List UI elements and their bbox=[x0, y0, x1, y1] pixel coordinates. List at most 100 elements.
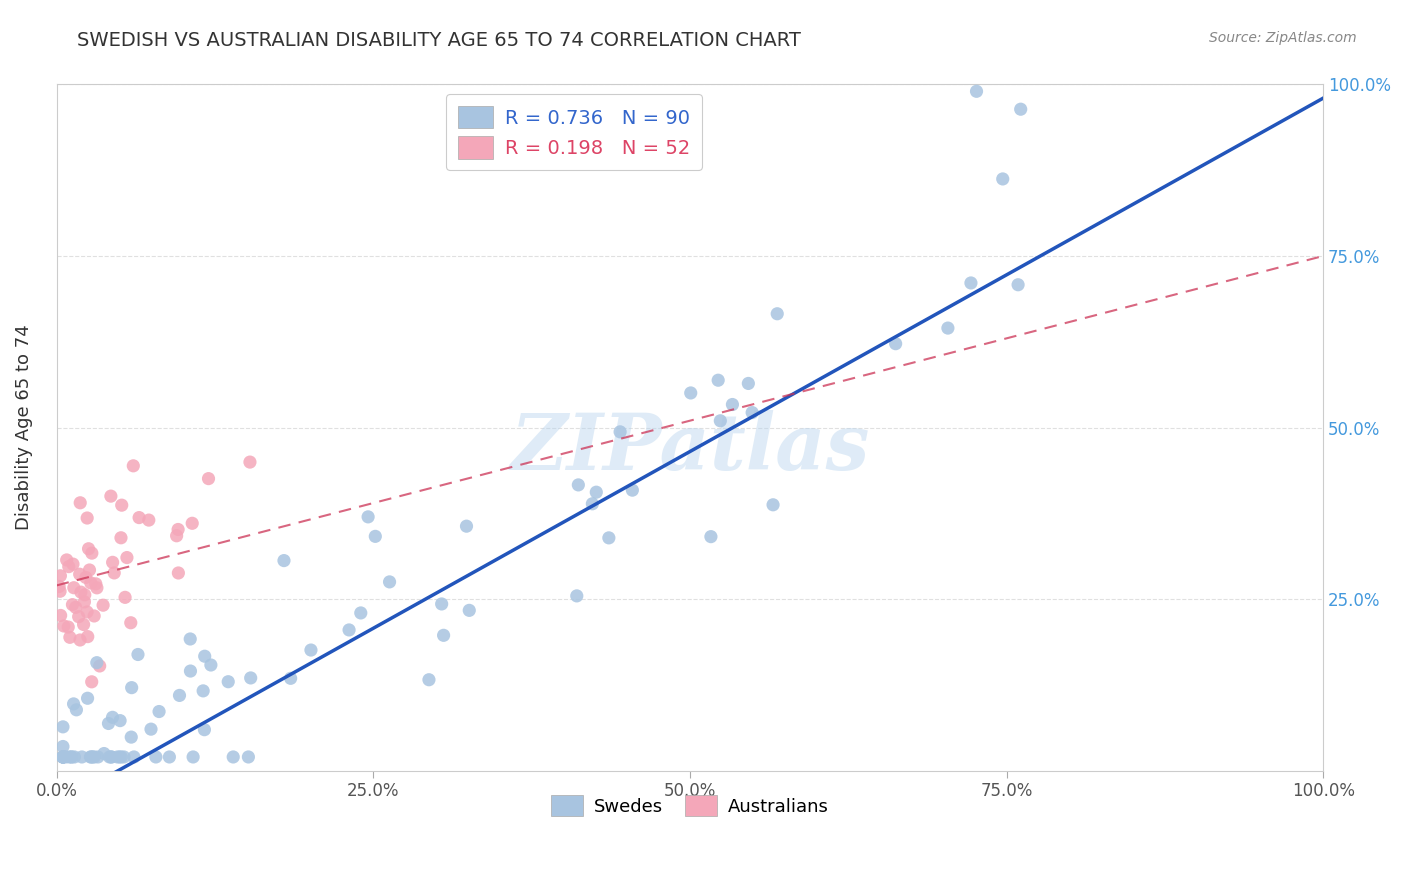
Point bbox=[69, 496, 91, 510]
Point bbox=[73, 588, 96, 602]
Point bbox=[52, 750, 75, 764]
Point bbox=[100, 489, 122, 503]
Point bbox=[110, 750, 132, 764]
Point bbox=[82, 750, 104, 764]
Point bbox=[273, 553, 295, 567]
Point bbox=[73, 595, 96, 609]
Point bbox=[52, 750, 75, 764]
Point bbox=[991, 172, 1014, 186]
Point bbox=[181, 516, 204, 531]
Point bbox=[191, 684, 214, 698]
Point bbox=[567, 478, 589, 492]
Point bbox=[609, 425, 631, 439]
Point bbox=[69, 632, 91, 647]
Point bbox=[721, 397, 744, 411]
Point bbox=[456, 519, 478, 533]
Point bbox=[80, 575, 103, 590]
Point bbox=[112, 750, 135, 764]
Point bbox=[197, 472, 219, 486]
Point bbox=[138, 513, 160, 527]
Point bbox=[299, 643, 322, 657]
Point bbox=[86, 656, 108, 670]
Point bbox=[122, 750, 145, 764]
Point bbox=[49, 584, 72, 599]
Point bbox=[193, 723, 215, 737]
Point bbox=[217, 674, 239, 689]
Point bbox=[52, 750, 75, 764]
Point bbox=[364, 529, 387, 543]
Point bbox=[179, 632, 201, 646]
Point bbox=[1007, 277, 1029, 292]
Point bbox=[52, 750, 75, 764]
Point bbox=[86, 581, 108, 595]
Text: SWEDISH VS AUSTRALIAN DISABILITY AGE 65 TO 74 CORRELATION CHART: SWEDISH VS AUSTRALIAN DISABILITY AGE 65 … bbox=[77, 31, 801, 50]
Point bbox=[65, 600, 87, 615]
Point bbox=[70, 585, 93, 599]
Point bbox=[60, 750, 83, 764]
Point bbox=[84, 577, 107, 591]
Text: ZIPatlas: ZIPatlas bbox=[510, 410, 869, 486]
Point bbox=[337, 623, 360, 637]
Point bbox=[157, 750, 180, 764]
Point bbox=[200, 658, 222, 673]
Point bbox=[430, 597, 453, 611]
Point bbox=[762, 498, 785, 512]
Point bbox=[98, 750, 121, 764]
Point bbox=[76, 511, 98, 525]
Point bbox=[83, 609, 105, 624]
Point bbox=[585, 485, 607, 500]
Point bbox=[621, 483, 644, 497]
Point bbox=[100, 750, 122, 764]
Point bbox=[679, 386, 702, 401]
Point bbox=[52, 619, 75, 633]
Point bbox=[58, 620, 80, 634]
Point bbox=[63, 581, 86, 595]
Point bbox=[1010, 102, 1032, 116]
Point bbox=[960, 276, 983, 290]
Point bbox=[103, 566, 125, 580]
Legend: Swedes, Australians: Swedes, Australians bbox=[544, 789, 837, 823]
Point bbox=[418, 673, 440, 687]
Point bbox=[60, 750, 83, 764]
Point bbox=[167, 566, 190, 580]
Point bbox=[700, 530, 723, 544]
Point bbox=[67, 609, 90, 624]
Point bbox=[378, 574, 401, 589]
Point bbox=[49, 608, 72, 623]
Point bbox=[55, 750, 77, 764]
Point bbox=[76, 691, 98, 706]
Point bbox=[121, 681, 143, 695]
Point bbox=[122, 458, 145, 473]
Point bbox=[114, 591, 136, 605]
Point bbox=[49, 568, 72, 582]
Point bbox=[936, 321, 959, 335]
Point bbox=[565, 589, 588, 603]
Point bbox=[101, 710, 124, 724]
Point bbox=[76, 630, 98, 644]
Point bbox=[101, 555, 124, 569]
Point bbox=[357, 509, 380, 524]
Point bbox=[966, 84, 988, 98]
Point bbox=[79, 563, 101, 577]
Point bbox=[89, 659, 111, 673]
Point bbox=[69, 567, 91, 582]
Point bbox=[115, 550, 138, 565]
Point bbox=[52, 720, 75, 734]
Point bbox=[120, 730, 142, 744]
Point bbox=[737, 376, 759, 391]
Point bbox=[80, 674, 103, 689]
Point bbox=[59, 630, 82, 644]
Point bbox=[581, 497, 603, 511]
Point bbox=[83, 750, 105, 764]
Point bbox=[108, 714, 131, 728]
Point bbox=[75, 570, 97, 584]
Point bbox=[145, 750, 167, 764]
Point bbox=[598, 531, 620, 545]
Point bbox=[884, 336, 907, 351]
Point bbox=[100, 750, 122, 764]
Point bbox=[239, 455, 262, 469]
Point bbox=[72, 617, 94, 632]
Point bbox=[127, 648, 149, 662]
Point bbox=[139, 722, 162, 736]
Point bbox=[58, 559, 80, 574]
